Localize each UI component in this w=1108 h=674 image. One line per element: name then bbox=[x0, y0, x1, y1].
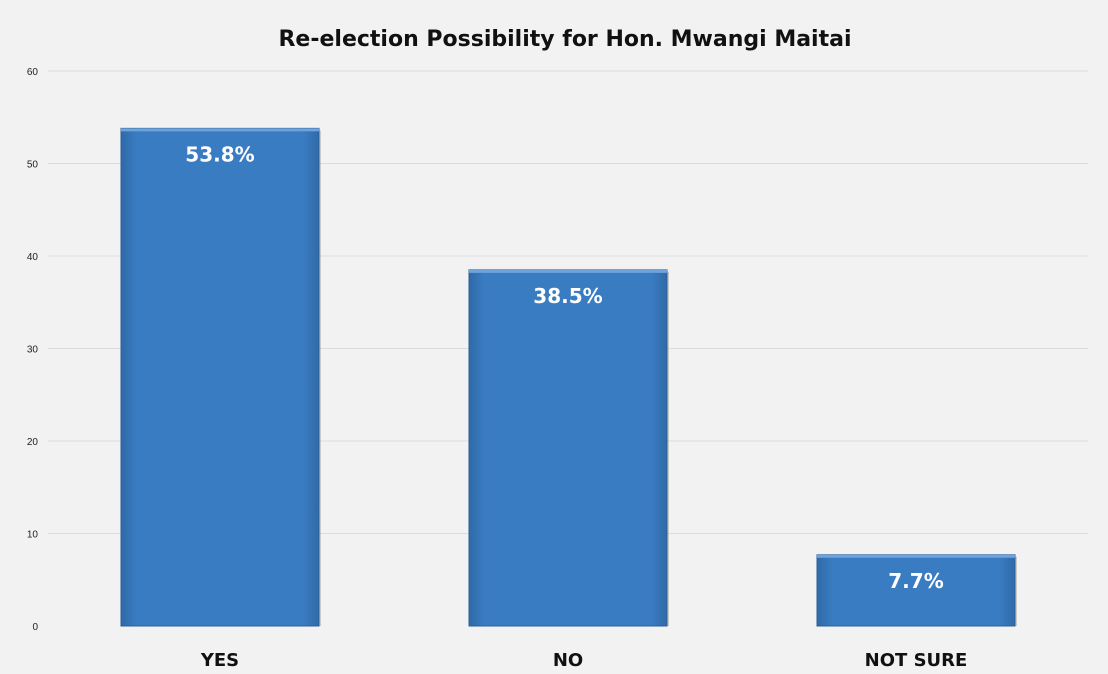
x-tick-label: NO bbox=[553, 650, 583, 671]
data-label: 7.7% bbox=[888, 569, 943, 593]
bar-top-highlight bbox=[121, 128, 319, 132]
bar-top-highlight bbox=[817, 554, 1015, 558]
data-label: 53.8% bbox=[185, 142, 254, 166]
chart-title: Re-election Possibility for Hon. Mwangi … bbox=[278, 27, 851, 52]
data-label: 38.5% bbox=[533, 284, 602, 308]
y-tick-label: 0 bbox=[32, 622, 38, 633]
y-tick-label: 30 bbox=[27, 345, 39, 356]
y-tick-label: 10 bbox=[27, 530, 39, 541]
y-tick-label: 20 bbox=[27, 437, 39, 448]
bar-not-sure bbox=[816, 554, 1016, 627]
data-labels: 53.8% 38.5% 7.7% bbox=[185, 142, 943, 592]
bar-top-highlight bbox=[469, 269, 667, 273]
x-tick-label: YES bbox=[200, 650, 239, 671]
x-tick-label: NOT SURE bbox=[865, 650, 968, 671]
bar-yes bbox=[120, 127, 320, 627]
y-axis-ticks: 0 10 20 30 40 50 60 bbox=[27, 67, 39, 633]
y-tick-label: 60 bbox=[27, 67, 39, 78]
y-tick-label: 40 bbox=[27, 252, 39, 263]
bars bbox=[120, 127, 1017, 627]
y-tick-label: 50 bbox=[27, 160, 39, 171]
bar-no bbox=[468, 269, 668, 627]
x-axis-ticks: YES NO NOT SURE bbox=[200, 650, 967, 671]
